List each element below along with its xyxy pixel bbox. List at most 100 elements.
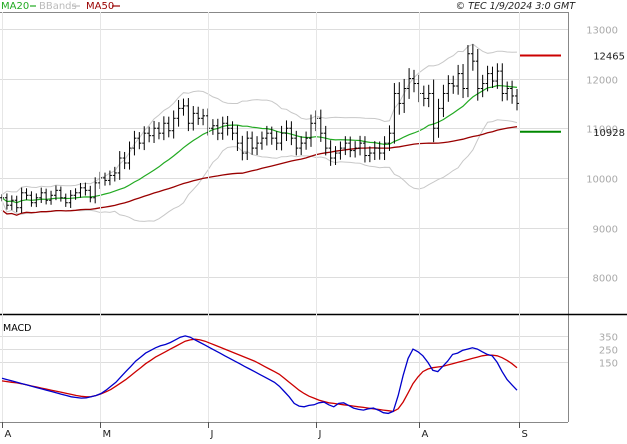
ohlc-bar (407, 68, 412, 99)
ohlc-bar (88, 185, 93, 203)
ohlc-bar (309, 114, 313, 147)
macd-line (1, 335, 518, 415)
ohlc-bar (196, 106, 201, 125)
ohlc-bar (181, 98, 186, 116)
macd-y-tick-label: 250 (599, 346, 618, 357)
ohlc-bar (29, 191, 34, 207)
ohlc-bar (397, 82, 402, 115)
ma50-line (1, 126, 518, 216)
ohlc-bar (245, 131, 250, 161)
ohlc-bar (255, 136, 260, 156)
legend-ma20: MA20 (1, 1, 29, 12)
ohlc-bar (63, 193, 68, 207)
ohlc-bar (269, 126, 274, 145)
ohlc-bar (387, 125, 392, 151)
ohlc-bar (201, 108, 206, 126)
macd-y-tick-label: 150 (599, 359, 618, 370)
ohlc-bar (338, 141, 343, 160)
ohlc-bar (210, 119, 215, 135)
ohlc-bar (235, 125, 240, 151)
price-bars (0, 44, 519, 213)
ohlc-bar (343, 136, 348, 156)
ohlc-bar (240, 135, 245, 161)
legend-ma50: MA50 (86, 1, 114, 12)
copyright: © TEC 1/9/2024 3:0 GMT (456, 1, 577, 12)
legend: MA20 BBands MA50 (1, 1, 120, 12)
ohlc-bar (14, 195, 19, 213)
ohlc-bar (58, 186, 63, 202)
ohlc-bar (284, 120, 289, 142)
ohlc-bar (441, 84, 446, 118)
ohlc-bar (103, 172, 107, 186)
ohlc-bar (117, 151, 122, 180)
moving-averages (1, 84, 518, 216)
ohlc-bar (274, 131, 279, 151)
ohlc-bar (176, 100, 181, 127)
ohlc-bar (353, 141, 358, 158)
x-tick-label: J (318, 429, 322, 440)
ohlc-bar (152, 120, 157, 143)
ohlc-bar (515, 88, 519, 111)
ohlc-bar (264, 125, 269, 146)
ohlc-bar (426, 84, 431, 108)
ohlc-bar (495, 63, 500, 89)
x-tick-label: J (210, 429, 214, 440)
bband-upper (1, 43, 518, 196)
ohlc-bar (186, 98, 191, 132)
ohlc-bar (490, 66, 495, 89)
ohlc-bar (510, 80, 515, 104)
price-y-tick-label: 8000 (593, 274, 618, 285)
annotation-label: 10928 (593, 128, 625, 139)
ohlc-bar (156, 122, 161, 140)
ohlc-bar (44, 188, 49, 205)
ohlc-bar (68, 190, 73, 208)
ohlc-bar (299, 136, 304, 156)
ohlc-bar (166, 116, 171, 138)
ohlc-bar (362, 136, 367, 163)
ma20-line (1, 84, 518, 204)
ohlc-bar (323, 125, 328, 156)
ohlc-bar (127, 141, 132, 170)
ohlc-bar (4, 193, 9, 210)
ohlc-bar (279, 125, 284, 151)
ohlc-bar (475, 49, 480, 101)
ohlc-bar (107, 170, 112, 186)
ohlc-bar (112, 166, 117, 182)
ohlc-bar (225, 115, 230, 136)
macd-lines (1, 335, 518, 415)
ohlc-bar (132, 130, 137, 156)
ohlc-bar (19, 187, 24, 213)
price-y-tick-labels: 8000 9000 10000 11000 12000 13000 (586, 26, 618, 285)
price-y-tick-label: 9000 (593, 225, 618, 236)
ohlc-bar (348, 136, 353, 158)
annotation-label: 12465 (593, 51, 625, 62)
ohlc-bar (402, 78, 407, 113)
ohlc-bar (191, 106, 196, 131)
ohlc-bar (289, 121, 294, 146)
ohlc-bar (382, 136, 387, 161)
ohlc-bar (372, 141, 377, 161)
ohlc-bar (431, 79, 436, 143)
ohlc-bar (147, 126, 152, 143)
ohlc-bar (392, 83, 397, 144)
ohlc-bar (421, 85, 426, 107)
ohlc-bar (318, 109, 323, 142)
ohlc-bar (328, 140, 333, 166)
macd-grid (0, 12, 568, 422)
macd-y-tick-label: 350 (599, 333, 618, 344)
ohlc-bar (220, 116, 225, 140)
ohlc-bar (412, 69, 416, 93)
ohlc-bar (161, 116, 166, 141)
ohlc-bar (259, 131, 264, 150)
ohlc-bar (250, 131, 255, 155)
ohlc-bar (294, 130, 299, 156)
ohlc-bar (446, 75, 451, 102)
ohlc-bar (500, 63, 505, 102)
price-annotations: 12465 10928 (520, 51, 625, 139)
macd-title: MACD (3, 323, 31, 334)
macd-y-tick-labels: 150 250 350 (599, 333, 618, 370)
ohlc-bar (24, 188, 29, 200)
